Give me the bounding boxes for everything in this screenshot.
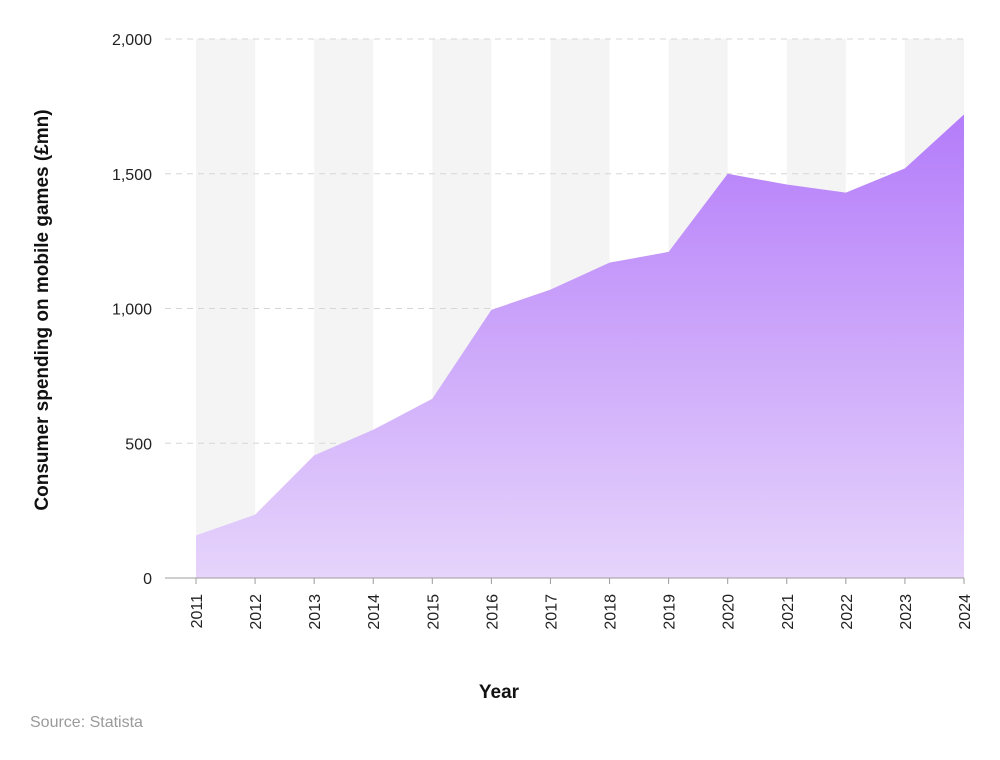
x-tick-label: 2017 [543, 594, 560, 630]
y-tick-label: 1,500 [112, 167, 152, 184]
x-tick-label: 2014 [366, 594, 383, 630]
x-axis-title: Year [479, 682, 520, 703]
x-tick-label: 2018 [603, 594, 620, 630]
y-axis-title: Consumer spending on mobile games (£mn) [32, 109, 53, 510]
y-tick-label: 1,000 [112, 302, 152, 319]
x-tick-label: 2021 [780, 594, 797, 630]
y-tick-label: 2,000 [112, 32, 152, 49]
x-tick-label: 2016 [484, 594, 501, 630]
y-tick-label: 500 [125, 436, 152, 453]
area-series [196, 114, 964, 579]
x-tick-label: 2012 [248, 594, 265, 630]
x-tick-label: 2020 [721, 594, 738, 630]
y-axis-ticks: 0 500 1,000 1,500 2,000 [112, 32, 152, 588]
x-axis: 2011 2012 2013 2014 2015 2016 2017 2018 2019 2020… [165, 577, 974, 630]
x-tick-label: 2013 [307, 594, 324, 630]
x-tick-label: 2023 [898, 594, 915, 630]
y-tick-label: 0 [143, 571, 152, 588]
source-note: Source: Statista [30, 714, 143, 731]
x-tick-label: 2011 [189, 594, 206, 629]
x-tick-label: 2024 [957, 594, 974, 630]
x-tick-label: 2015 [425, 594, 442, 630]
x-tick-label: 2022 [839, 594, 856, 630]
x-tick-label: 2019 [662, 594, 679, 630]
